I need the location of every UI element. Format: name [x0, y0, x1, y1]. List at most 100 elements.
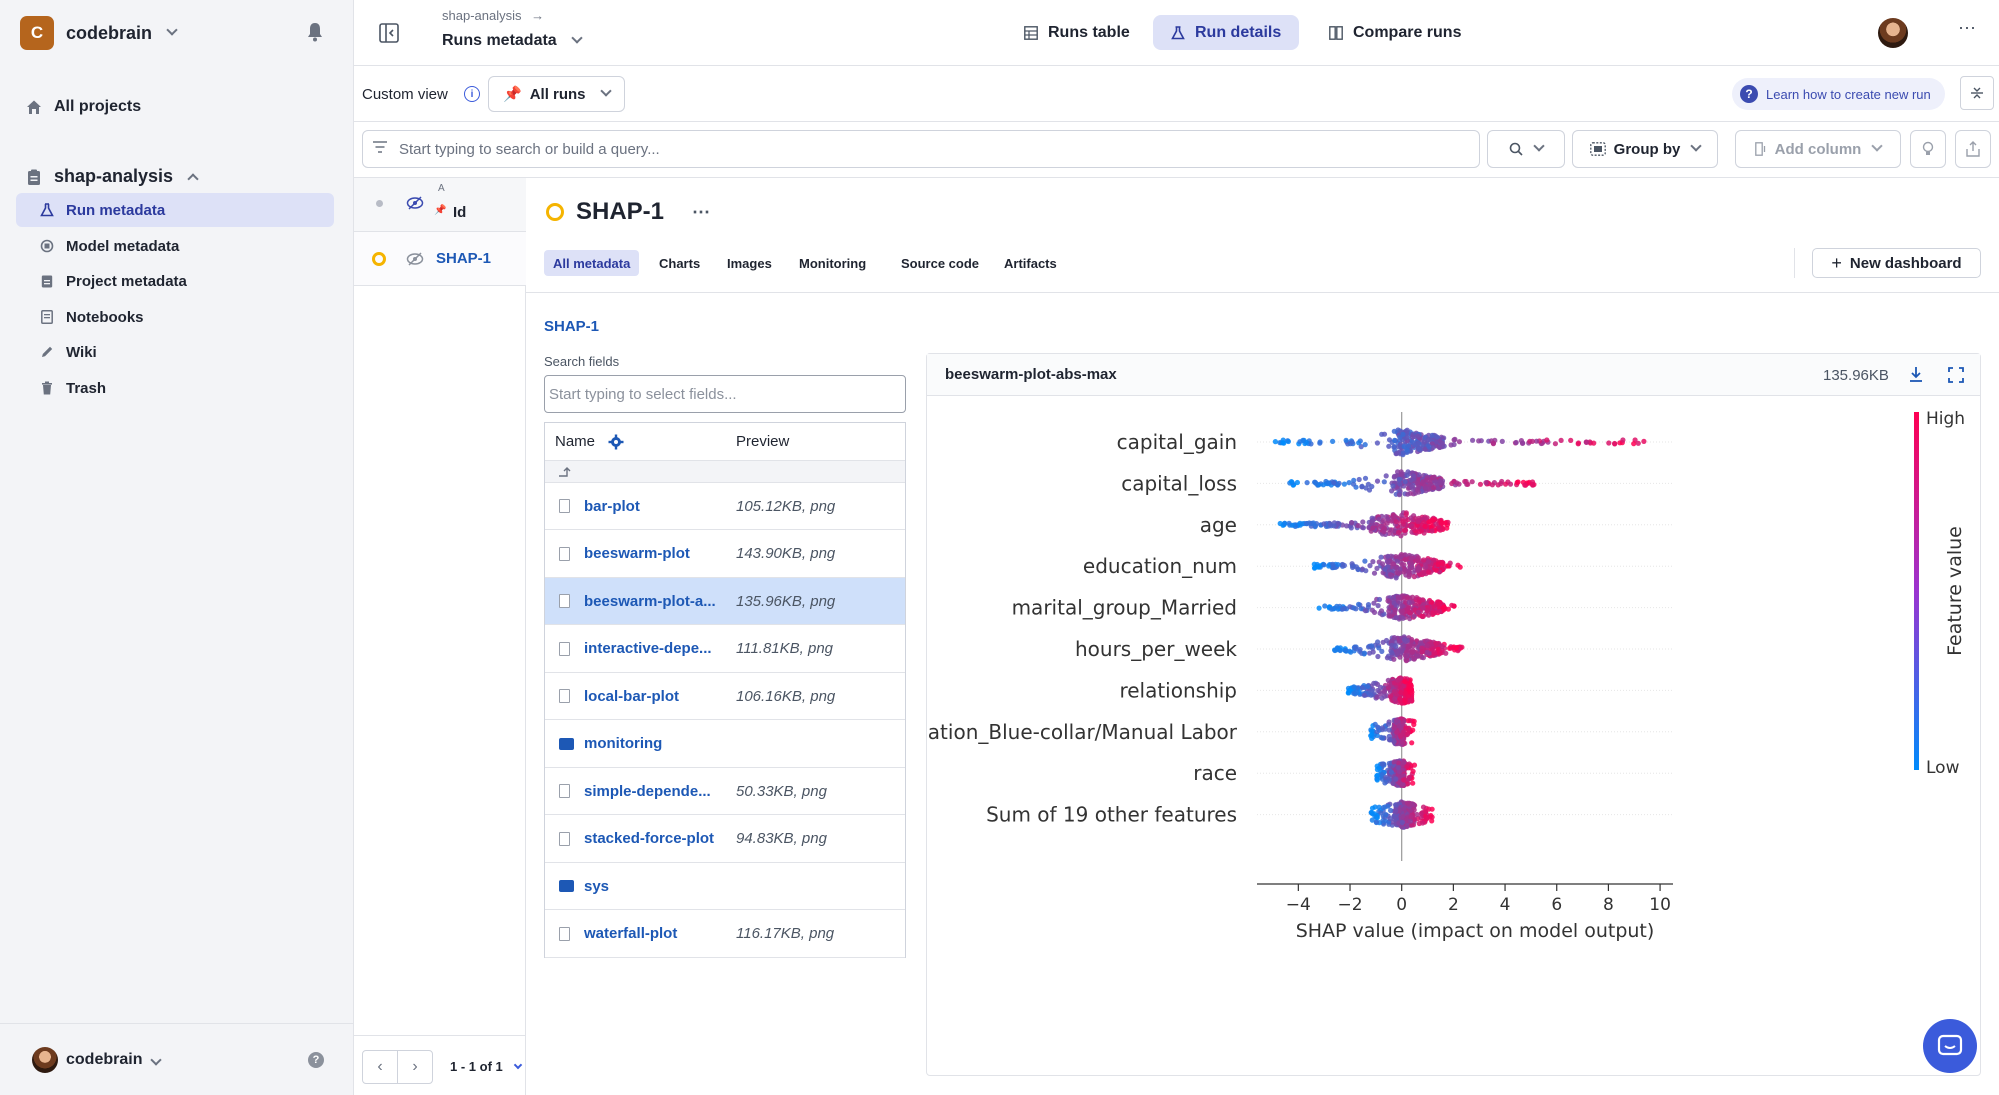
- data-point: [1406, 686, 1412, 692]
- data-point: [1529, 438, 1535, 444]
- learn-create-run-link[interactable]: ? Learn how to create new run: [1732, 78, 1945, 110]
- data-point: [1396, 722, 1402, 728]
- tab-runs-table[interactable]: Runs table: [1006, 15, 1148, 50]
- query-input[interactable]: Start typing to search or build a query.…: [362, 130, 1480, 168]
- gear-icon[interactable]: [608, 434, 624, 450]
- chat-support-button[interactable]: [1923, 1019, 1977, 1073]
- pagination-text[interactable]: 1 - 1 of 1: [450, 1059, 503, 1074]
- suggestions-button[interactable]: [1910, 130, 1946, 168]
- sidebar-project[interactable]: shap-analysis: [26, 166, 199, 187]
- info-icon[interactable]: i: [464, 86, 480, 102]
- data-point: [1409, 594, 1416, 600]
- fullscreen-icon[interactable]: [1948, 367, 1964, 383]
- tab-images[interactable]: Images: [727, 255, 772, 271]
- tab-all-metadata[interactable]: All metadata: [544, 250, 640, 276]
- data-point: [1430, 444, 1436, 450]
- user-avatar[interactable]: [1878, 18, 1908, 48]
- export-button[interactable]: [1955, 130, 1991, 168]
- field-row[interactable]: interactive-depe... 111.81KB, png: [545, 626, 905, 673]
- field-name[interactable]: simple-depende...: [584, 782, 711, 800]
- runs-filter-select[interactable]: 📌 All runs: [488, 76, 625, 112]
- field-row[interactable]: sys: [545, 863, 905, 910]
- data-point: [1392, 688, 1398, 695]
- field-name[interactable]: monitoring: [584, 735, 663, 752]
- more-menu-icon[interactable]: ⋯: [1958, 18, 1977, 38]
- run-row[interactable]: SHAP-1: [354, 232, 526, 286]
- tab-compare-runs[interactable]: Compare runs: [1311, 15, 1479, 50]
- field-row[interactable]: stacked-force-plot 94.83KB, png: [545, 816, 905, 863]
- data-point: [1399, 561, 1405, 567]
- field-name[interactable]: interactive-depe...: [584, 640, 712, 657]
- field-row[interactable]: bar-plot 105.12KB, png: [545, 483, 905, 530]
- tab-artifacts[interactable]: Artifacts: [1004, 255, 1057, 271]
- eye-off-icon[interactable]: [406, 195, 424, 211]
- toggle-panel-icon[interactable]: [379, 23, 399, 43]
- sidebar-item-model-metadata[interactable]: Model metadata: [16, 229, 334, 263]
- field-name[interactable]: waterfall-plot: [584, 925, 678, 942]
- field-name[interactable]: bar-plot: [584, 497, 640, 515]
- data-point: [1330, 561, 1336, 567]
- sidebar-all-projects[interactable]: All projects: [26, 98, 141, 116]
- field-name[interactable]: beeswarm-plot: [584, 545, 690, 562]
- top-bar: shap-analysis → Runs metadata Runs table…: [354, 0, 1999, 66]
- field-row[interactable]: waterfall-plot 116.17KB, png: [545, 911, 905, 958]
- field-row[interactable]: simple-depende... 50.33KB, png: [545, 768, 905, 815]
- tab-monitoring[interactable]: Monitoring: [799, 255, 867, 271]
- breadcrumb-project[interactable]: shap-analysis: [442, 8, 522, 23]
- data-point: [1396, 570, 1402, 576]
- sidebar-item-wiki[interactable]: Wiki: [16, 335, 334, 369]
- page-switcher[interactable]: Runs metadata: [442, 32, 583, 50]
- field-name[interactable]: stacked-force-plot: [584, 830, 715, 847]
- field-row[interactable]: beeswarm-plot-a... 135.96KB, png: [545, 578, 905, 625]
- field-name[interactable]: sys: [584, 877, 610, 895]
- data-point: [1405, 469, 1411, 475]
- field-name[interactable]: local-bar-plot: [584, 687, 680, 705]
- collapse-button[interactable]: [1960, 76, 1994, 110]
- prev-page-button[interactable]: ‹: [362, 1050, 398, 1084]
- sidebar-item-notebooks[interactable]: Notebooks: [16, 300, 334, 334]
- sidebar-item-run-metadata[interactable]: Run metadata: [16, 193, 334, 227]
- sidebar-item-project-metadata[interactable]: Project metadata: [16, 264, 334, 298]
- next-page-button[interactable]: ›: [397, 1050, 433, 1084]
- search-mode-button[interactable]: [1487, 130, 1565, 168]
- data-point: [1397, 732, 1404, 739]
- download-icon[interactable]: [1908, 366, 1924, 384]
- help-icon[interactable]: ?: [308, 1052, 324, 1068]
- data-point: [1401, 643, 1407, 649]
- run-more-icon[interactable]: ⋯: [692, 201, 711, 222]
- footer-user-name[interactable]: codebrain: [66, 1051, 143, 1068]
- data-point: [1360, 519, 1366, 525]
- metadata-path-link[interactable]: SHAP-1: [544, 318, 600, 335]
- data-point: [1378, 608, 1385, 614]
- eye-off-icon[interactable]: [406, 251, 424, 267]
- add-column-button[interactable]: Add column: [1735, 130, 1901, 168]
- data-point: [1393, 575, 1399, 581]
- breadcrumb[interactable]: shap-analysis →: [442, 8, 544, 23]
- parent-folder-row[interactable]: [545, 461, 905, 483]
- data-point: [1436, 601, 1442, 607]
- user-avatar[interactable]: [32, 1047, 58, 1073]
- org-switcher[interactable]: C codebrain: [20, 16, 178, 50]
- colorbar-low-label: Low: [1926, 758, 1960, 778]
- id-column-header[interactable]: Id: [453, 204, 467, 221]
- tab-run-details[interactable]: Run details: [1153, 15, 1300, 50]
- search-fields-input[interactable]: Start typing to select fields...: [544, 375, 906, 413]
- tab-charts[interactable]: Charts: [659, 255, 701, 271]
- chevron-down-icon[interactable]: [513, 1060, 523, 1070]
- sidebar-item-trash[interactable]: Trash: [16, 371, 334, 405]
- x-tick-label: 10: [1649, 895, 1671, 915]
- data-point: [1391, 739, 1397, 745]
- run-id-link[interactable]: SHAP-1: [436, 250, 492, 267]
- field-row[interactable]: beeswarm-plot 143.90KB, png: [545, 531, 905, 578]
- group-by-button[interactable]: Group by: [1572, 130, 1718, 168]
- bell-icon[interactable]: [306, 22, 324, 42]
- field-row[interactable]: monitoring: [545, 721, 905, 768]
- data-point: [1385, 553, 1391, 559]
- new-dashboard-button[interactable]: + New dashboard: [1812, 248, 1981, 278]
- field-preview: 116.17KB, png: [736, 925, 835, 942]
- data-point: [1387, 737, 1393, 743]
- tab-source-code[interactable]: Source code: [901, 255, 980, 271]
- field-row[interactable]: local-bar-plot 106.16KB, png: [545, 673, 905, 720]
- field-name[interactable]: beeswarm-plot-a...: [584, 592, 716, 610]
- data-point: [1356, 476, 1362, 483]
